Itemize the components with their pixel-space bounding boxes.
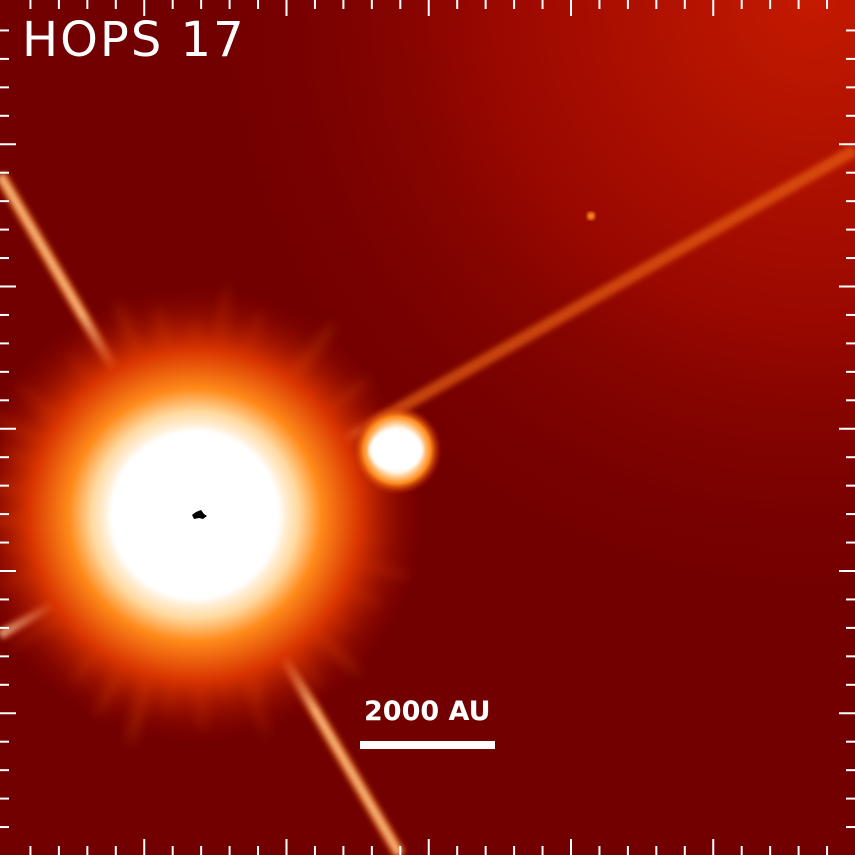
faint-point-source [587,212,595,220]
masked-center [192,510,207,519]
companion-core [369,429,423,471]
scale-bar-label: 2000 AU [364,696,491,727]
scale-bar [360,741,495,749]
object-title: HOPS 17 [22,12,246,68]
